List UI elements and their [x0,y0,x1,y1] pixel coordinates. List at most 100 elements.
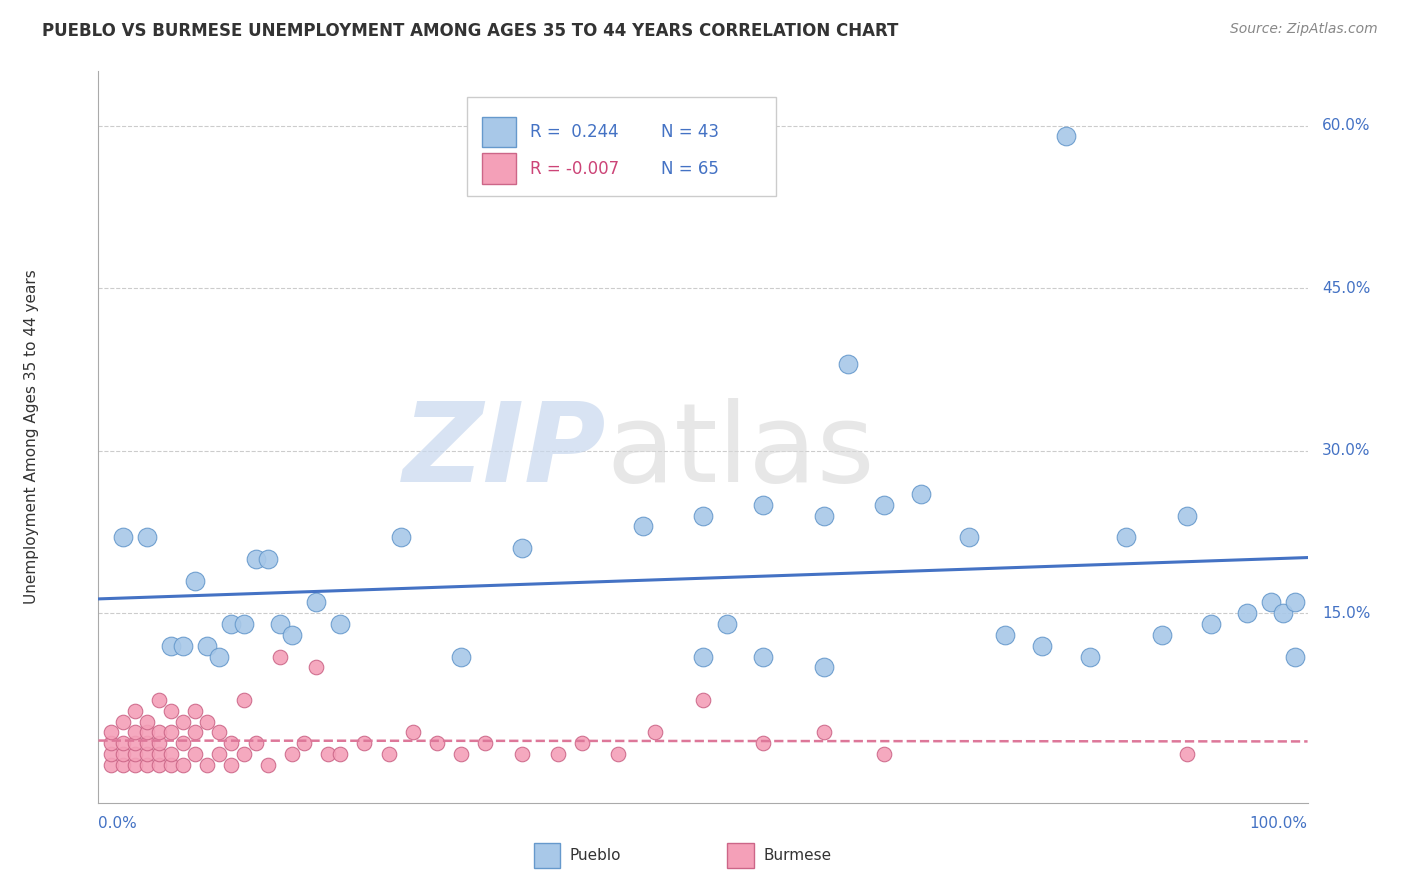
Point [450,649,472,664]
Point [305,595,328,609]
Point [221,736,243,750]
Point [124,757,146,772]
Text: N = 65: N = 65 [661,160,718,178]
Point [111,530,134,544]
Point [160,757,183,772]
Point [510,747,533,761]
Point [1031,639,1053,653]
Point [316,747,339,761]
Point [184,747,207,761]
Bar [727,843,754,868]
Point [124,736,146,750]
Bar [482,153,516,184]
Point [1115,530,1137,544]
Point [547,747,569,761]
Point [100,736,122,750]
Point [1152,628,1174,642]
Text: Source: ZipAtlas.com: Source: ZipAtlas.com [1230,22,1378,37]
Point [208,725,231,739]
Text: 45.0%: 45.0% [1322,281,1371,295]
Text: N = 43: N = 43 [661,123,718,141]
Point [111,757,134,772]
Point [1054,129,1077,144]
Point [172,757,194,772]
Bar [482,117,516,147]
Point [124,725,146,739]
Point [135,747,157,761]
Point [172,714,194,729]
Text: 0.0%: 0.0% [98,816,138,830]
Point [281,747,304,761]
Point [135,757,157,772]
Point [873,498,896,512]
Point [1284,649,1306,664]
Point [100,725,122,739]
Point [716,617,738,632]
Point [329,617,352,632]
Point [813,660,835,674]
Point [245,552,267,566]
Point [184,574,207,588]
Point [389,530,412,544]
Point [135,530,157,544]
Point [281,628,304,642]
Point [148,757,170,772]
Point [160,725,183,739]
Point [752,498,775,512]
Point [269,649,291,664]
Point [148,693,170,707]
Point [111,736,134,750]
Text: ZIP: ZIP [402,398,606,505]
Point [195,639,218,653]
Point [184,725,207,739]
Text: PUEBLO VS BURMESE UNEMPLOYMENT AMONG AGES 35 TO 44 YEARS CORRELATION CHART: PUEBLO VS BURMESE UNEMPLOYMENT AMONG AGE… [42,22,898,40]
Point [631,519,654,533]
Point [208,649,231,664]
Point [111,714,134,729]
Text: Burmese: Burmese [763,848,831,863]
Text: R = -0.007: R = -0.007 [530,160,619,178]
Point [100,747,122,761]
Point [172,639,194,653]
Text: Unemployment Among Ages 35 to 44 years: Unemployment Among Ages 35 to 44 years [24,269,39,605]
Point [269,617,291,632]
Point [160,704,183,718]
Point [752,649,775,664]
Point [837,357,859,371]
Point [232,747,254,761]
Point [450,747,472,761]
Point [329,747,352,761]
Point [232,693,254,707]
Point [644,725,666,739]
Point [752,736,775,750]
Point [172,736,194,750]
Text: R =  0.244: R = 0.244 [530,123,619,141]
Point [377,747,399,761]
Bar [534,843,561,868]
Point [256,757,278,772]
Text: Pueblo: Pueblo [569,848,621,863]
Point [111,747,134,761]
Text: atlas: atlas [606,398,875,505]
Point [195,714,218,729]
Point [474,736,496,750]
Point [813,725,835,739]
Point [208,747,231,761]
Point [1236,606,1258,620]
Point [510,541,533,556]
Point [148,736,170,750]
Point [692,693,714,707]
Point [1272,606,1295,620]
Point [692,649,714,664]
Point [571,736,593,750]
Point [1199,617,1222,632]
Point [184,704,207,718]
Point [1175,508,1198,523]
Point [1078,649,1101,664]
Point [910,487,932,501]
Point [607,747,630,761]
Point [426,736,449,750]
Point [232,617,254,632]
Point [292,736,315,750]
Point [1175,747,1198,761]
